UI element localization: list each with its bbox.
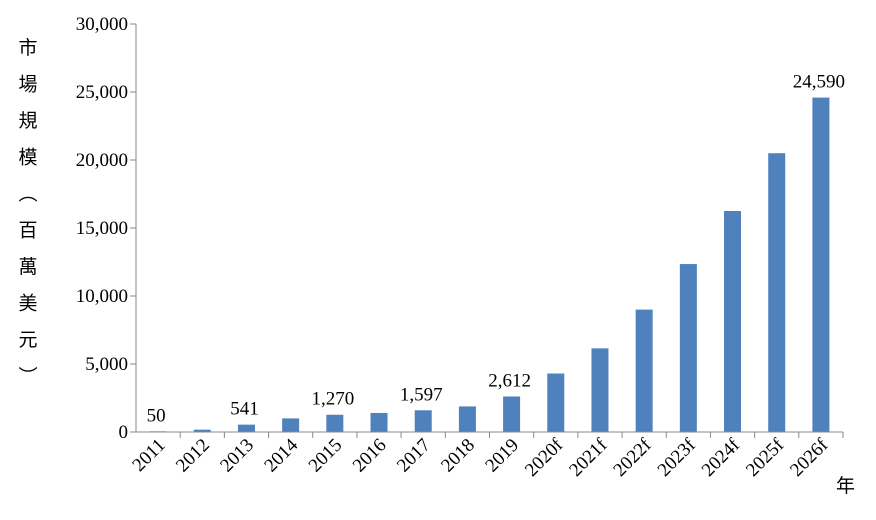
y-title-char: （ [16,183,38,202]
bars [149,97,830,433]
bar [414,410,432,432]
y-tick-label: 25,000 [76,82,128,103]
y-title-char: 百 [18,220,37,242]
x-tick-label: 2026f [786,434,833,481]
data-label: 541 [230,399,259,420]
x-tick-label: 2013 [216,435,258,477]
bar [326,414,344,432]
x-tick-label: 2011 [128,435,169,476]
x-tick-label: 2024f [698,434,745,481]
y-title-char: 模 [18,147,37,169]
x-axis-title: 年 [836,475,855,497]
bar [591,348,609,432]
y-axis-ticks: 0 5,000 10,000 15,000 20,000 25,000 30,000 [76,14,136,443]
x-tick-label: 2016 [349,435,391,477]
bar [193,429,211,432]
bar [679,264,697,432]
x-tick-label: 2023f [654,434,701,481]
bar [282,418,300,432]
y-title-char: 場 [18,74,37,96]
bar [768,153,786,432]
y-tick-label: 0 [119,422,129,443]
x-tick-label: 2022f [609,434,656,481]
bar [547,373,565,432]
y-tick-label: 5,000 [85,354,128,375]
x-tick-label: 2020f [521,434,568,481]
data-label: 50 [147,405,166,426]
y-tick-label: 10,000 [76,286,128,307]
x-tick-label: 2021f [565,434,612,481]
x-tick-label: 2012 [172,435,214,477]
y-tick-label: 30,000 [76,14,128,35]
bar [370,412,388,432]
x-tick-label: 2019 [481,435,523,477]
data-label: 2,612 [488,370,531,391]
bar [458,406,476,432]
x-tick-label: 2017 [393,435,435,477]
bar [724,211,742,432]
y-title-char: 規 [18,110,37,132]
y-tick-label: 20,000 [76,150,128,171]
bar [237,424,255,432]
x-axis-ticks: 2011 2012 2013 2014 2015 2016 2017 2018 20192020… [128,432,844,481]
y-title-char: 美 [18,293,37,315]
bar [812,97,830,433]
y-tick-label: 15,000 [76,218,128,239]
x-tick-label: 2018 [437,435,479,477]
data-label: 1,597 [400,384,443,405]
y-title-char: 元 [18,329,37,351]
data-labels: 50 541 1,270 1,597 2,612 24,590 [147,72,845,427]
data-label: 1,270 [311,389,354,410]
data-label: 24,590 [793,72,845,93]
x-tick-label: 2014 [260,434,302,476]
bar [503,396,521,432]
bar [635,309,653,432]
x-tick-label: 2025f [742,434,789,481]
y-title-char: 萬 [18,256,37,278]
x-tick-label: 2015 [305,435,347,477]
y-title-char: ） [16,366,38,385]
y-title-char: 市 [18,37,37,59]
